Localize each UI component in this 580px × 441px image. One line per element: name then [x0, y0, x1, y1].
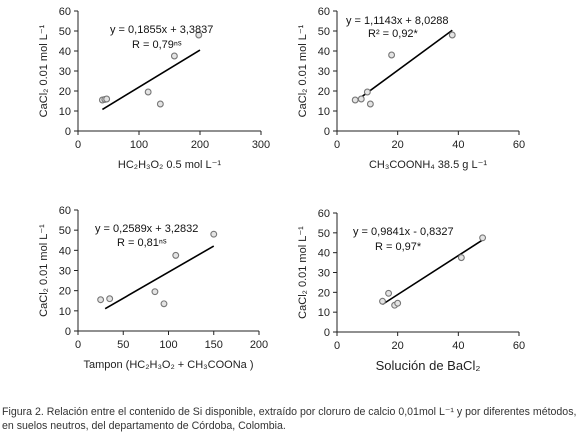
y-tick-label: 0: [324, 327, 330, 339]
data-point: [103, 95, 111, 103]
x-tick-label: 0: [75, 139, 81, 151]
regression-equation: y = 1,1143x + 8,0288: [346, 15, 449, 27]
y-tick-label: 30: [318, 268, 330, 280]
regression-line: [382, 239, 484, 306]
data-point: [160, 300, 168, 308]
y-tick-label: 60: [318, 6, 330, 18]
r-value-label: R = 0,97*: [375, 241, 422, 253]
x-axis-label: Tampon (HC₂H₃O₂ + CH₃COONa ): [83, 359, 253, 371]
y-tick-label: 10: [318, 106, 330, 118]
y-tick-label: 0: [65, 126, 71, 138]
y-tick-label: 50: [59, 26, 71, 38]
x-tick-label: 20: [392, 340, 404, 352]
chart-panel-3: 0 10 20 30 40 50 60 0 50 100 150 200 Tampon (HC₂H₃O₂…: [38, 205, 268, 371]
x-axis-label: HC₂H₃O₂ 0.5 mol L⁻¹: [118, 159, 222, 171]
x-tick-label: 300: [252, 139, 270, 151]
data-point: [479, 234, 487, 242]
x-tick-label: 40: [452, 139, 464, 151]
x-tick-label: 100: [130, 139, 148, 151]
x-tick-label: 0: [75, 339, 81, 351]
chart-panel-2: 0 10 20 30 40 50 60 0 20 40 60 CH₃COONH₄ 38.5 g L⁻¹…: [297, 6, 525, 171]
data-point: [97, 296, 105, 304]
r-value-label: R = 0,81ⁿˢ: [117, 237, 167, 249]
y-tick-label: 20: [59, 286, 71, 298]
y-tick-label: 30: [59, 66, 71, 78]
y-tick-label: 20: [318, 86, 330, 98]
y-tick-label: 40: [318, 248, 330, 260]
data-point: [366, 100, 374, 108]
y-tick-label: 50: [318, 228, 330, 240]
data-point: [385, 289, 393, 297]
r-value-label: R² = 0,92*: [368, 28, 419, 40]
y-tick-label: 30: [318, 66, 330, 78]
data-point: [156, 100, 164, 108]
regression-line: [101, 49, 201, 111]
x-tick-label: 200: [191, 139, 209, 151]
data-point: [172, 251, 180, 259]
data-point: [351, 96, 359, 104]
y-tick-label: 60: [318, 208, 330, 220]
data-point: [151, 288, 159, 296]
y-tick-label: 10: [318, 307, 330, 319]
y-tick-label: 10: [59, 106, 71, 118]
x-tick-label: 60: [513, 340, 525, 352]
x-tick-label: 0: [334, 340, 340, 352]
regression-equation: y = 0,9841x - 0,8327: [353, 226, 454, 238]
regression-equation: y = 0,2589x + 3,2832: [95, 223, 198, 235]
regression-line: [354, 29, 453, 103]
y-tick-label: 50: [59, 225, 71, 237]
y-axis-label: CaCl₂ 0.01 mol L⁻¹: [38, 24, 50, 117]
regression-line: [104, 245, 215, 310]
data-point: [363, 88, 371, 96]
data-point: [106, 295, 114, 303]
y-tick-label: 30: [59, 266, 71, 278]
y-tick-label: 40: [318, 46, 330, 58]
x-tick-label: 100: [159, 339, 177, 351]
regression-equation: y = 0,1855x + 3,3837: [110, 24, 213, 36]
y-tick-label: 0: [324, 126, 330, 138]
data-point: [210, 230, 218, 238]
y-tick-label: 40: [59, 245, 71, 257]
r-value-label: R = 0,79ⁿˢ: [132, 39, 182, 51]
data-point: [388, 51, 396, 59]
x-tick-label: 60: [513, 139, 525, 151]
x-tick-label: 50: [117, 339, 129, 351]
x-tick-label: 20: [392, 139, 404, 151]
data-point: [379, 297, 386, 305]
data-point: [144, 88, 152, 96]
y-tick-label: 60: [59, 6, 71, 18]
y-tick-label: 20: [59, 86, 71, 98]
x-tick-label: 0: [334, 139, 340, 151]
y-tick-label: 50: [318, 26, 330, 38]
data-point: [448, 31, 456, 39]
x-axis-label: Solución de BaCl₂: [376, 358, 481, 373]
y-tick-label: 0: [65, 326, 71, 338]
data-point: [195, 31, 203, 39]
figure-caption: Figura 2. Relación entre el contenido de…: [2, 406, 577, 432]
x-tick-label: 150: [205, 339, 223, 351]
data-point: [357, 95, 365, 103]
y-tick-label: 60: [59, 205, 71, 217]
x-tick-label: 200: [250, 339, 268, 351]
y-tick-label: 10: [59, 306, 71, 318]
chart-panel-4: 0 10 20 30 40 50 60 0 20 40 60 Solución de BaCl₂ CaC…: [297, 208, 525, 373]
data-point: [170, 52, 178, 60]
y-tick-label: 40: [59, 46, 71, 58]
y-tick-label: 20: [318, 287, 330, 299]
x-tick-label: 40: [452, 340, 464, 352]
data-point: [457, 254, 465, 262]
data-point: [394, 299, 402, 307]
chart-panel-1: 0 10 20 30 40 50 60 0 100 200 300 HC₂H₃O₂ 0.5 mol L…: [38, 6, 270, 171]
y-axis-label: CaCl₂ 0.01 mol L⁻¹: [38, 224, 50, 317]
y-axis-label: CaCl₂ 0.01 mol L⁻¹: [297, 24, 309, 117]
y-axis-label: CaCl₂ 0.01 mol L⁻¹: [297, 226, 309, 319]
x-axis-label: CH₃COONH₄ 38.5 g L⁻¹: [369, 159, 487, 171]
